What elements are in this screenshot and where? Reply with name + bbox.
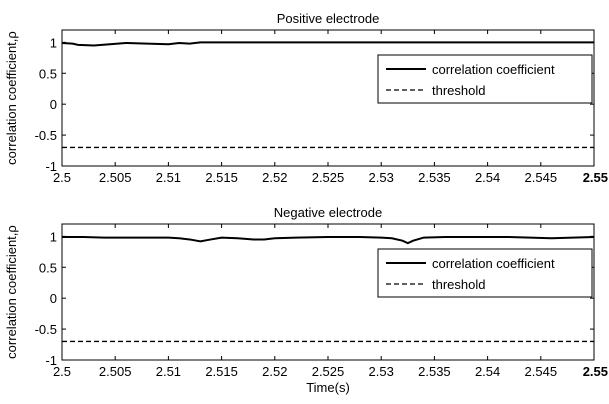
x-tick-label: 2.52	[262, 170, 287, 185]
x-tick-label: 2.51	[156, 170, 181, 185]
chart-title: Negative electrode	[274, 205, 382, 220]
x-tick-label: 2.54	[475, 170, 500, 185]
x-tick-label: 2.51	[156, 364, 181, 379]
chart-title: Positive electrode	[277, 11, 380, 26]
y-tick-label: 0	[50, 291, 57, 306]
legend-entry: threshold	[432, 277, 485, 292]
y-tick-label: -1	[45, 159, 57, 174]
x-tick-label: 2.55	[583, 364, 608, 379]
legend-box	[377, 54, 593, 104]
y-axis-label: correlation coefficient,ρ	[4, 31, 19, 165]
x-axis-label: Time(s)	[306, 380, 350, 395]
x-tick-label: 2.5	[53, 364, 71, 379]
y-tick-label: 1	[50, 35, 57, 50]
x-tick-label: 2.525	[312, 364, 345, 379]
x-tick-label: 2.525	[312, 170, 345, 185]
y-tick-label: 0.5	[39, 260, 57, 275]
positive-electrode-chart: Positive electrode 2.5 2.505 2.51 2.515 2.52 2…	[4, 11, 608, 185]
x-tick-label: 2.53	[369, 170, 394, 185]
x-tick-label: 2.55	[583, 170, 608, 185]
x-tick-label: 2.515	[205, 364, 238, 379]
x-tick-label: 2.505	[99, 364, 132, 379]
legend-entry: threshold	[432, 83, 485, 98]
x-tick-label: 2.505	[99, 170, 132, 185]
y-tick-label: -0.5	[35, 322, 57, 337]
x-tick-label: 2.535	[418, 170, 451, 185]
x-tick-label: 2.535	[418, 364, 451, 379]
negative-electrode-chart: Negative electrode 2.5 2.505 2.51 2.515 2.52 2…	[4, 205, 608, 395]
legend-box	[377, 248, 593, 298]
x-tick-label: 2.53	[369, 364, 394, 379]
correlation-coefficient-line	[62, 235, 595, 245]
y-tick-label: 0	[50, 97, 57, 112]
y-axis-label: correlation coefficient,ρ	[4, 225, 19, 359]
y-tick-label: -1	[45, 353, 57, 368]
y-tick-label: 0.5	[39, 66, 57, 81]
x-tick-label: 2.54	[475, 364, 500, 379]
y-tick-label: 1	[50, 229, 57, 244]
x-tick-label: 2.5	[53, 170, 71, 185]
x-tick-label: 2.545	[525, 364, 558, 379]
x-tick-label: 2.52	[262, 364, 287, 379]
y-tick-label: -0.5	[35, 128, 57, 143]
x-tick-label: 2.515	[205, 170, 238, 185]
x-tick-label: 2.545	[525, 170, 558, 185]
legend-entry: correlation coefficient	[432, 256, 555, 271]
legend-entry: correlation coefficient	[432, 62, 555, 77]
correlation-coefficient-line	[61, 41, 594, 47]
